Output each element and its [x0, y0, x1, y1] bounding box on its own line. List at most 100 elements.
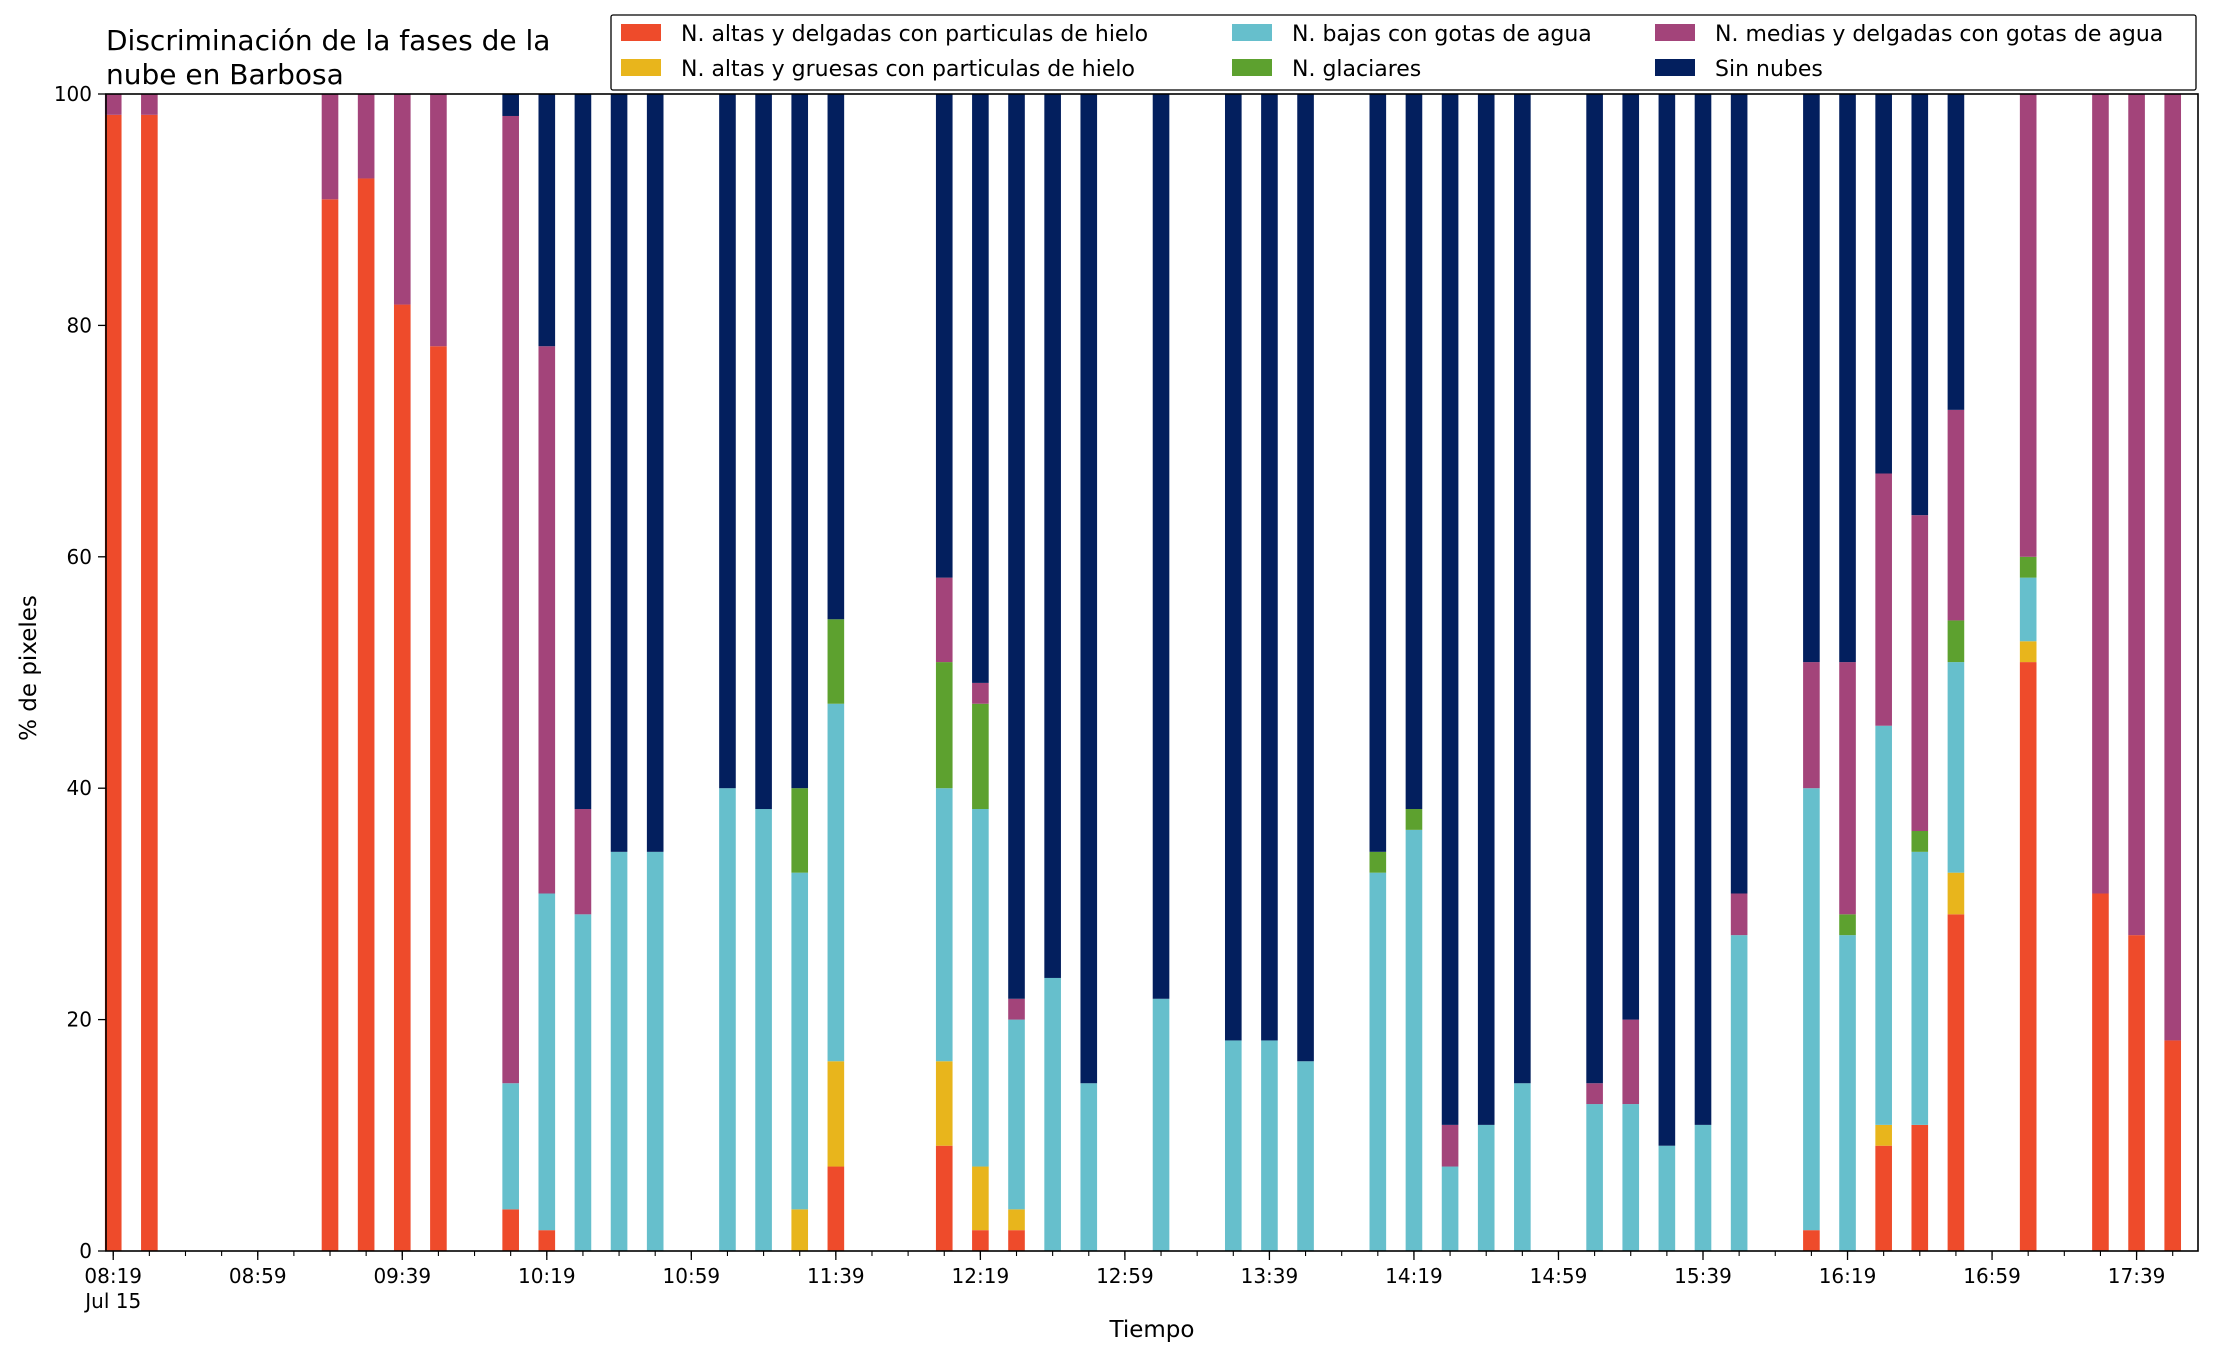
bar-segment-mid_thin_water-0939	[393, 94, 411, 305]
bar-segment-low_water-1309	[1152, 998, 1170, 1251]
bar-segment-high_thin_ice-0929	[357, 178, 375, 1252]
bar-segment-high_thin_ice-1649	[1947, 914, 1965, 1251]
bar-segment-low_water-1109	[719, 788, 736, 1251]
bar-segment-glacier-1709	[2019, 556, 2037, 578]
bar-segment-low_water-1439	[1477, 1124, 1495, 1251]
bar-segment-low_water-1429	[1441, 1166, 1459, 1251]
bar-segment-clear-1009	[502, 94, 519, 116]
bar-segment-clear-1409	[1369, 94, 1387, 852]
bar-segment-high_thick_ice-1219	[972, 1166, 989, 1231]
x-tick-label-1339: 13:39	[1241, 1264, 1299, 1288]
bar-segment-clear-1529	[1658, 94, 1676, 1146]
bar-segment-mid_thin_water-1519	[1622, 1019, 1640, 1105]
bar-segment-high_thin_ice-0829	[141, 114, 158, 1252]
chart-title-line-2: nube en Barbosa	[106, 58, 344, 91]
bar-segment-high_thin_ice-0939	[393, 304, 411, 1251]
bar-segment-high_thick_ice-1209	[935, 1061, 953, 1146]
bar-segment-high_thin_ice-1729	[2092, 893, 2109, 1251]
bar-segment-low_water-1349	[1297, 1061, 1314, 1251]
bar-segment-clear-1609	[1803, 94, 1820, 663]
legend-frame	[610, 14, 2197, 91]
bar-segment-high_thin_ice-1609	[1803, 1230, 1820, 1251]
bar-segment-clear-1119	[755, 94, 772, 810]
x-tick-label-1659: 16:59	[1963, 1264, 2021, 1288]
bar-segment-low_water-1609	[1803, 788, 1820, 1231]
bar-segment-mid_thin_water-0949	[430, 94, 447, 347]
bar-segment-mid_thin_water-1749	[2164, 94, 2182, 1041]
bar-segment-high_thin_ice-1009	[502, 1209, 519, 1251]
bar-segment-clear-1429	[1441, 94, 1459, 1125]
bar-segment-high_thick_ice-1709	[2019, 641, 2037, 663]
bar-segment-low_water-1019	[538, 893, 556, 1231]
bar-segment-low_water-1449	[1514, 1083, 1531, 1251]
legend-label-mid_thin_water: N. medias y delgadas con gotas de agua	[1715, 22, 2163, 47]
bar-segment-clear-1019	[538, 94, 556, 347]
bar-segment-glacier-1139	[827, 619, 845, 704]
bar-segment-high_thick_ice-1649	[1947, 872, 1965, 915]
bar-segment-mid_thin_water-1029	[574, 809, 592, 915]
legend-swatch-clear	[1655, 59, 1695, 76]
x-tick-label-1019: 10:19	[518, 1264, 576, 1288]
bar-segment-low_water-1409	[1369, 872, 1387, 1251]
bar-segment-high_thin_ice-1209	[935, 1145, 953, 1251]
bar-segment-mid_thin_water-1709	[2019, 94, 2037, 557]
bar-segment-clear-1229	[1008, 94, 1025, 999]
bar-segment-low_water-1339	[1261, 1040, 1278, 1251]
bar-segment-low_water-1119	[755, 809, 772, 1251]
bar-segment-high_thin_ice-1629	[1875, 1145, 1892, 1251]
bar-segment-low_water-1009	[502, 1083, 519, 1210]
legend-label-low_water: N. bajas con gotas de agua	[1292, 22, 1592, 47]
bar-segment-clear-1209	[935, 94, 953, 578]
bar-segment-low_water-1649	[1947, 662, 1965, 873]
bar-segment-mid_thin_water-1629	[1875, 473, 1892, 726]
bar-segment-glacier-1639	[1911, 831, 1929, 852]
bar-segment-mid_thin_water-1619	[1839, 662, 1856, 915]
y-tick-label-80: 80	[67, 313, 92, 337]
y-tick-label-60: 60	[67, 545, 92, 569]
bars-layer	[104, 94, 2182, 1252]
bar-segment-low_water-1529	[1658, 1145, 1676, 1251]
bar-segment-low_water-1219	[972, 809, 989, 1167]
bar-segment-glacier-1619	[1839, 914, 1856, 936]
bar-segment-high_thin_ice-1139	[827, 1166, 845, 1251]
bar-segment-high_thick_ice-1629	[1875, 1124, 1892, 1146]
bar-segment-mid_thin_water-1649	[1947, 409, 1965, 621]
bar-segment-clear-1139	[827, 94, 845, 620]
bar-segment-low_water-1619	[1839, 935, 1856, 1251]
x-tick-label-1219: 12:19	[952, 1264, 1010, 1288]
x-tick-label-1419: 14:19	[1385, 1264, 1443, 1288]
bar-segment-high_thin_ice-1229	[1008, 1230, 1025, 1251]
bar-segment-clear-1039	[610, 94, 628, 852]
bar-segment-mid_thin_water-1609	[1803, 662, 1820, 789]
bar-segment-clear-1619	[1839, 94, 1856, 663]
legend-label-glacier: N. glaciares	[1292, 57, 1421, 82]
bar-segment-low_water-1029	[574, 914, 592, 1251]
bar-segment-clear-1249	[1080, 94, 1098, 1084]
bar-segment-glacier-1129	[791, 788, 809, 873]
bar-segment-low_water-1629	[1875, 725, 1892, 1125]
bar-segment-high_thin_ice-0949	[430, 346, 447, 1252]
y-tick-label-40: 40	[67, 776, 92, 800]
x-tick-label-0819: 08:19	[84, 1264, 142, 1288]
bar-segment-low_water-1209	[935, 788, 953, 1062]
y-tick-label-0: 0	[79, 1239, 92, 1263]
bar-segment-mid_thin_water-0819	[104, 94, 122, 115]
bar-segment-clear-1509	[1586, 94, 1603, 1084]
bar-segment-mid_thin_water-1549	[1730, 893, 1748, 936]
bar-segment-mid_thin_water-0929	[357, 94, 375, 179]
bar-segment-mid_thin_water-1739	[2128, 94, 2145, 936]
bar-segment-clear-1309	[1152, 94, 1170, 999]
x-tick-label-1739: 17:39	[2108, 1264, 2166, 1288]
x-tick-label-1139: 11:39	[807, 1264, 865, 1288]
bar-segment-high_thin_ice-1709	[2019, 662, 2037, 1251]
legend-label-high_thin_ice: N. altas y delgadas con particulas de hi…	[681, 22, 1148, 47]
bar-segment-clear-1439	[1477, 94, 1495, 1125]
bar-segment-low_water-1239	[1044, 977, 1061, 1251]
legend-label-clear: Sin nubes	[1715, 57, 1823, 82]
legend-items: N. altas y delgadas con particulas de hi…	[621, 22, 2163, 82]
chart-title-line-1: Discriminación de la fases de la	[106, 24, 550, 57]
bar-segment-glacier-1649	[1947, 620, 1965, 663]
bar-segment-high_thin_ice-1749	[2164, 1040, 2182, 1251]
bar-segment-high_thin_ice-0919	[321, 199, 339, 1251]
bar-segment-high_thin_ice-0819	[104, 114, 122, 1252]
